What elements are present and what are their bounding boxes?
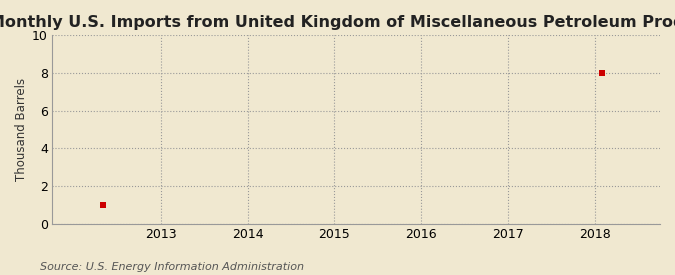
Y-axis label: Thousand Barrels: Thousand Barrels [15, 78, 28, 181]
Text: Source: U.S. Energy Information Administration: Source: U.S. Energy Information Administ… [40, 262, 304, 272]
Title: Monthly U.S. Imports from United Kingdom of Miscellaneous Petroleum Products: Monthly U.S. Imports from United Kingdom… [0, 15, 675, 30]
